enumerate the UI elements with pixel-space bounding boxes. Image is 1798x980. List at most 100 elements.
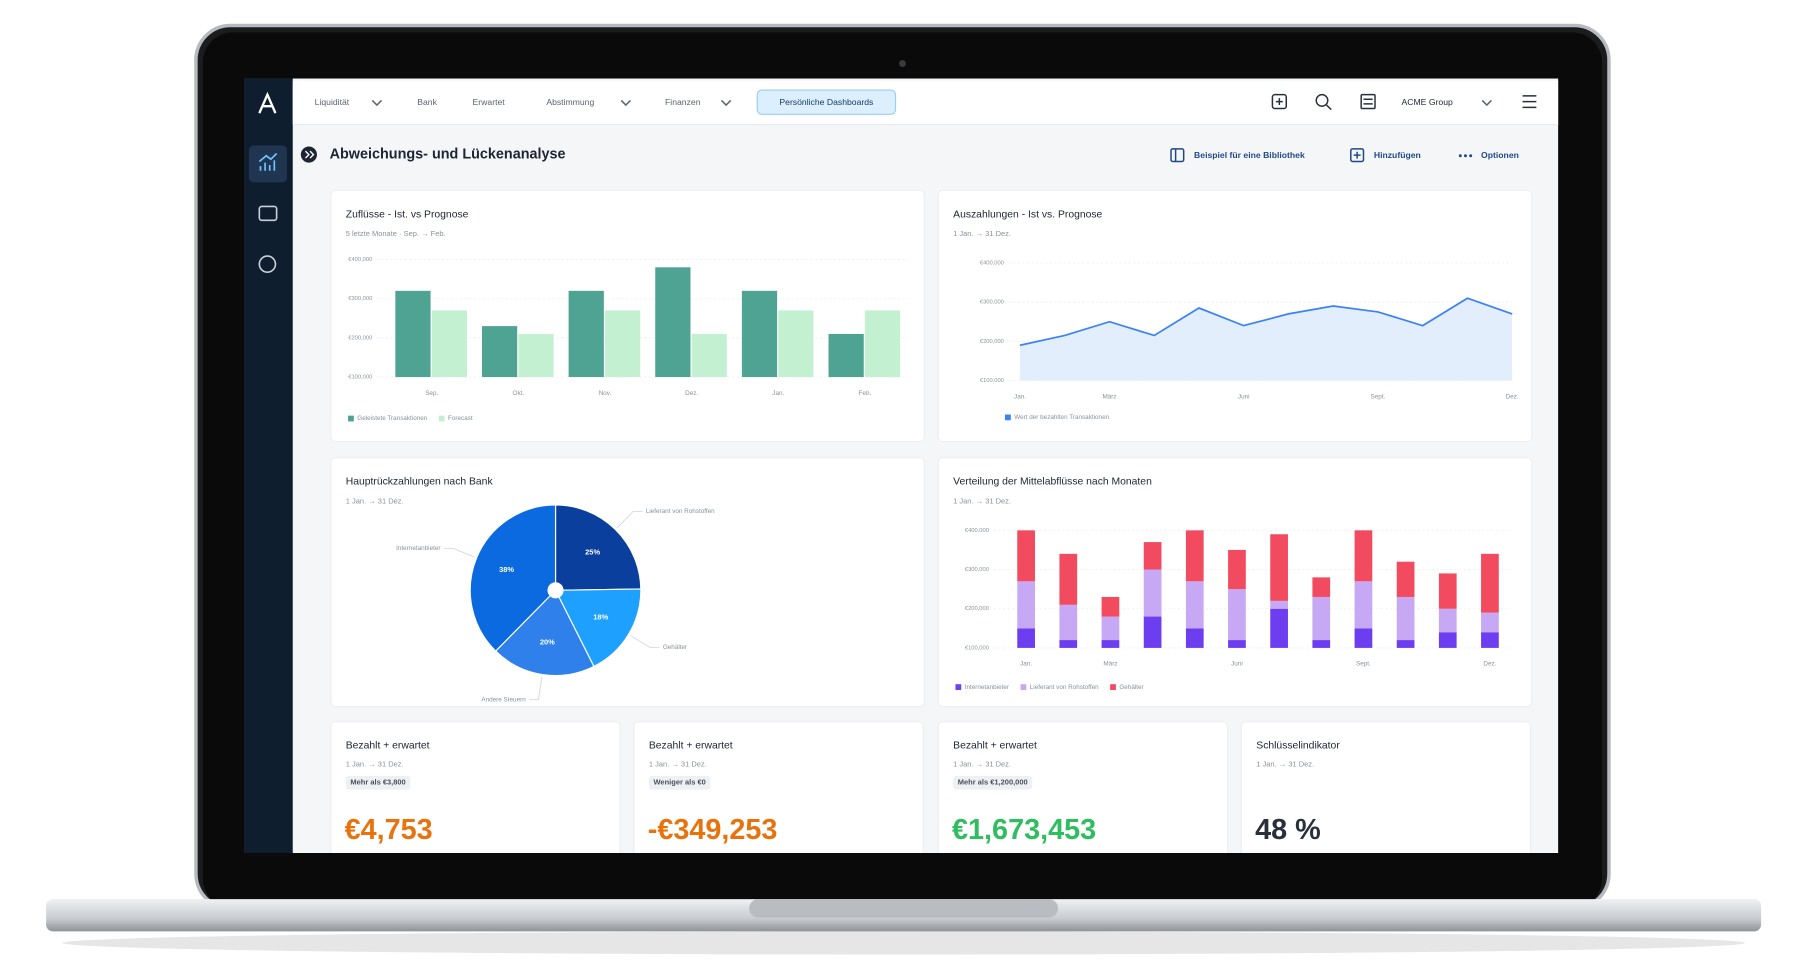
slice-label: 25% <box>585 548 600 557</box>
bar-segment <box>1354 530 1373 582</box>
pie-center <box>547 582 564 599</box>
nav-item[interactable]: Bank <box>417 97 437 107</box>
slice-label: 38% <box>499 565 514 574</box>
bar-segment <box>1270 608 1288 648</box>
x-tick-label: März <box>1103 661 1117 668</box>
line <box>1019 297 1513 347</box>
bar-segment <box>1481 553 1499 613</box>
bar-segment <box>1059 604 1078 641</box>
slice-name: Gehälter <box>663 644 687 651</box>
bar-segment <box>1143 569 1162 617</box>
bar <box>395 290 431 378</box>
nav-item[interactable]: Persönliche Dashboards <box>779 97 873 107</box>
legend-swatch <box>1020 684 1027 690</box>
nav-active-pill <box>756 89 897 115</box>
y-tick-label: €100,000 <box>348 375 372 381</box>
bar-segment <box>1312 577 1331 597</box>
icon-wallet[interactable] <box>258 205 278 222</box>
kpi-title: Schlüsselindikator <box>1256 741 1340 752</box>
logo <box>258 91 277 114</box>
kpi-badge-label: Mehr als €1,200,000 <box>958 778 1028 787</box>
kpi-value: -€349,253 <box>648 814 778 846</box>
kpi-value: 48 % <box>1255 814 1321 846</box>
y-tick-label: €200,000 <box>980 339 1004 345</box>
bar <box>481 326 518 378</box>
leader-line <box>529 676 543 700</box>
action[interactable]: Optionen <box>1481 150 1519 160</box>
bar-segment <box>1270 600 1288 609</box>
shadow <box>62 931 1745 955</box>
kpi-title: Bezahlt + erwartet <box>346 741 430 752</box>
chevrons <box>371 99 1492 107</box>
slice-name: Lieferant von Rohstoffen <box>646 508 715 515</box>
kpi-badge-label: Mehr als €3,800 <box>350 778 405 787</box>
legend-label: Gehälter <box>1119 684 1143 691</box>
legend-swatch <box>348 415 354 422</box>
bar-segment <box>1101 596 1120 617</box>
bar <box>568 290 604 378</box>
action[interactable]: Beispiel für eine Bibliothek <box>1194 150 1305 160</box>
bar-segment <box>1101 640 1120 648</box>
bar-segment <box>1438 573 1457 609</box>
collapse-arrows <box>304 150 315 159</box>
nav-item[interactable]: Abstimmung <box>546 97 594 107</box>
y-tick-label: €300,000 <box>348 296 372 302</box>
pie-slice <box>554 588 642 668</box>
chart-title: Auszahlungen - Ist vs. Prognose <box>953 209 1102 220</box>
y-tick-label: €200,000 <box>348 335 372 341</box>
x-tick-label: Jan. <box>1020 661 1032 668</box>
bar-segment <box>1270 534 1288 601</box>
x-tick-label: Dez. <box>685 390 698 397</box>
card <box>1240 721 1532 854</box>
bar <box>741 290 778 378</box>
legend-swatch <box>955 684 962 690</box>
legend-label: Wert der bezahlten Transaktionen <box>1014 414 1109 421</box>
x-tick-label: Juni <box>1231 661 1243 668</box>
bar-segment <box>1481 632 1499 648</box>
bar <box>864 310 901 378</box>
chart-title: Zuflüsse - Ist. vs Prognose <box>346 209 469 220</box>
camera <box>899 60 906 68</box>
area <box>1020 298 1513 381</box>
legend-label: Forecast <box>448 415 473 422</box>
card <box>937 721 1229 854</box>
x-tick-label: Nov. <box>599 390 612 397</box>
toolbar-icons[interactable] <box>1271 93 1537 111</box>
x-tick-label: März <box>1102 393 1116 400</box>
bar-segment <box>1228 640 1246 648</box>
nav-item[interactable]: Erwartet <box>473 97 506 107</box>
slice-name: Internetanbieter <box>396 545 440 552</box>
nav-item[interactable]: Finanzen <box>665 97 701 107</box>
nav-item[interactable]: Liquidität <box>315 97 350 107</box>
icon-coin[interactable] <box>258 255 277 273</box>
x-tick-label: Jan. <box>1014 393 1026 400</box>
chart-subtitle: 5 letzte Monate · Sep. → Feb. <box>346 229 446 238</box>
x-tick-label: Jan. <box>772 390 784 397</box>
sidebar-active[interactable] <box>248 145 287 183</box>
bar <box>431 310 467 378</box>
bar-segment <box>1481 612 1499 633</box>
base-notch <box>749 899 1059 918</box>
bar-segment <box>1228 549 1246 590</box>
action-icons <box>1170 148 1365 163</box>
y-tick-label: €200,000 <box>965 606 989 612</box>
pie-slice <box>494 589 595 677</box>
legend-label: Lieferant von Rohstoffen <box>1030 684 1099 691</box>
account-name[interactable]: ACME Group <box>1402 97 1453 107</box>
kpi-badge <box>953 775 1033 790</box>
card <box>633 721 924 854</box>
bar-segment <box>1396 596 1415 641</box>
leader-line <box>630 635 660 648</box>
x-tick-label: Dez. <box>1506 393 1519 400</box>
kpi-title: Bezahlt + erwartet <box>649 741 733 752</box>
bar-segment <box>1354 628 1373 648</box>
bar-segment <box>1185 628 1204 648</box>
kpi-subtitle: 1 Jan. → 31 Dez. <box>1256 759 1314 768</box>
kpi-value: €4,753 <box>345 814 433 846</box>
y-tick-label: €100,000 <box>965 645 989 651</box>
bar-segment <box>1017 628 1035 648</box>
action[interactable]: Hinzufügen <box>1374 150 1421 160</box>
bar <box>605 310 641 378</box>
y-tick-label: €300,000 <box>980 300 1004 306</box>
